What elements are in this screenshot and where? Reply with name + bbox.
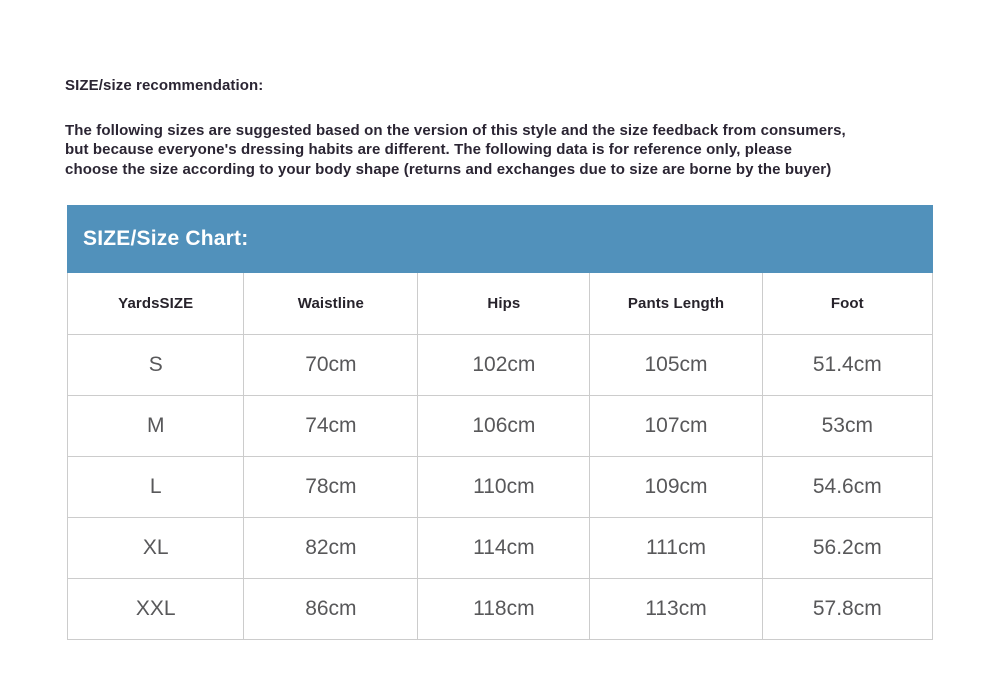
cell-foot: 54.6cm <box>761 455 934 518</box>
column-header-hips: Hips <box>417 273 591 335</box>
cell-pants-length: 105cm <box>589 333 763 396</box>
cell-size: XL <box>66 516 245 579</box>
cell-size: XXL <box>66 577 245 640</box>
cell-waistline: 78cm <box>243 455 419 518</box>
table-header-row: YardsSIZE Waistline Hips Pants Length Fo… <box>66 273 934 335</box>
cell-pants-length: 113cm <box>589 577 763 640</box>
column-header-pants-length: Pants Length <box>589 273 763 335</box>
table-row: M 74cm 106cm 107cm 53cm <box>66 394 934 457</box>
column-header-waistline: Waistline <box>243 273 419 335</box>
size-recommendation-heading: SIZE/size recommendation: <box>65 77 264 94</box>
table-row: L 78cm 110cm 109cm 54.6cm <box>66 455 934 518</box>
cell-hips: 102cm <box>417 333 591 396</box>
cell-pants-length: 109cm <box>589 455 763 518</box>
cell-hips: 114cm <box>417 516 591 579</box>
table-row: XXL 86cm 118cm 113cm 57.8cm <box>66 577 934 640</box>
cell-waistline: 82cm <box>243 516 419 579</box>
cell-size: M <box>66 394 245 457</box>
cell-foot: 57.8cm <box>761 577 934 640</box>
cell-hips: 110cm <box>417 455 591 518</box>
cell-waistline: 74cm <box>243 394 419 457</box>
cell-foot: 53cm <box>761 394 934 457</box>
table-row: S 70cm 102cm 105cm 51.4cm <box>66 333 934 396</box>
size-table: YardsSIZE Waistline Hips Pants Length Fo… <box>66 273 934 640</box>
size-chart-section: SIZE/Size Chart: YardsSIZE Waistline Hip… <box>66 205 934 640</box>
cell-hips: 106cm <box>417 394 591 457</box>
cell-foot: 56.2cm <box>761 516 934 579</box>
size-recommendation-paragraph: The following sizes are suggested based … <box>65 122 846 178</box>
cell-waistline: 70cm <box>243 333 419 396</box>
column-header-foot: Foot <box>761 273 934 335</box>
cell-foot: 51.4cm <box>761 333 934 396</box>
size-chart-title-bar: SIZE/Size Chart: <box>67 205 933 273</box>
size-chart-title: SIZE/Size Chart: <box>83 227 249 250</box>
table-row: XL 82cm 114cm 111cm 56.2cm <box>66 516 934 579</box>
cell-waistline: 86cm <box>243 577 419 640</box>
column-header-size: YardsSIZE <box>66 273 245 335</box>
cell-hips: 118cm <box>417 577 591 640</box>
cell-pants-length: 111cm <box>589 516 763 579</box>
cell-pants-length: 107cm <box>589 394 763 457</box>
cell-size: S <box>66 333 245 396</box>
cell-size: L <box>66 455 245 518</box>
